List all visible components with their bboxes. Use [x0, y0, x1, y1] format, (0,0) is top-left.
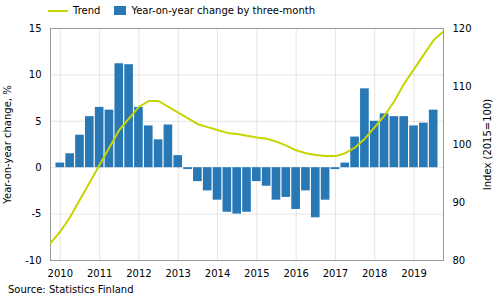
svg-text:2010: 2010	[48, 268, 73, 279]
svg-text:2018: 2018	[362, 268, 387, 279]
svg-text:Index (2015=100): Index (2015=100)	[482, 99, 493, 191]
svg-text:-10: -10	[25, 255, 41, 266]
html-text:Source: Statistics Finland: Source: Statistics Finland	[8, 284, 134, 295]
svg-text:2017: 2017	[323, 268, 348, 279]
svg-text:2015: 2015	[244, 268, 269, 279]
svg-text:2014: 2014	[205, 268, 230, 279]
svg-text:-5: -5	[32, 208, 42, 219]
svg-text:90: 90	[453, 197, 466, 208]
svg-text:120: 120	[453, 23, 472, 34]
svg-text:80: 80	[453, 255, 466, 266]
svg-text:2019: 2019	[401, 268, 426, 279]
html-text:Year-on-year change by three-m: Year-on-year change by three-month	[131, 5, 315, 16]
svg-text:2016: 2016	[283, 268, 308, 279]
svg-text:0: 0	[35, 162, 41, 173]
svg-text:2011: 2011	[87, 268, 112, 279]
svg-text:2013: 2013	[165, 268, 190, 279]
svg-text:15: 15	[29, 23, 42, 34]
svg-text:5: 5	[35, 116, 41, 127]
html-text:Trend: Trend	[73, 5, 101, 16]
svg-text:10: 10	[29, 69, 42, 80]
svg-text:Year-on-year change, %: Year-on-year change, %	[2, 85, 13, 204]
svg-text:2012: 2012	[126, 268, 151, 279]
svg-text:100: 100	[453, 139, 472, 150]
svg-text:110: 110	[453, 81, 472, 92]
